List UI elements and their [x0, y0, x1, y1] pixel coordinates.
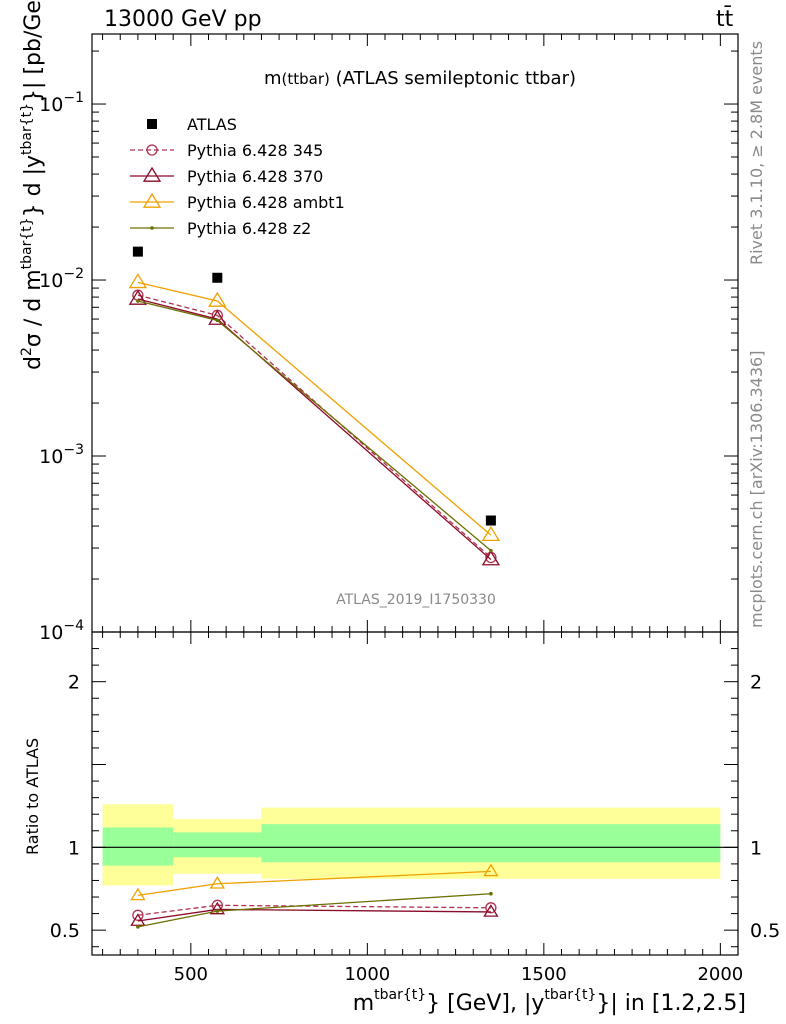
- y-tick-label-main-3: 10−4: [39, 618, 84, 644]
- uncertainty-band-inner-1: [173, 832, 262, 858]
- header-left: 13000 GeV pp: [104, 7, 262, 32]
- y-axis-label-ratio: Ratio to ATLAS: [23, 738, 42, 855]
- atlas-data-point-0: [132, 246, 143, 257]
- ratio-0-point-2: [485, 902, 497, 914]
- y-tick-label-ratio-right-1: 1: [750, 837, 762, 859]
- legend-label-atlas: ATLAS: [187, 115, 237, 134]
- ratio-panel: [92, 804, 738, 929]
- legend-marker-2: [142, 192, 162, 208]
- series-line-0: [137, 294, 492, 559]
- ratio-2-point-0: [130, 887, 146, 901]
- x-axis-label: mtbar{t}} [GeV], |ytbar{t}}| in [1.2,2.5…: [353, 987, 746, 1016]
- x-tick-label-1: 1000: [344, 964, 390, 985]
- y-tick-label-ratio-right-0: 2: [750, 672, 762, 694]
- uncertainty-band-inner-0: [102, 827, 174, 866]
- rivet-label: Rivet 3.1.10, ≥ 2.8M events: [747, 41, 766, 265]
- y-tick-label-ratio-right-2: 0.5: [750, 920, 780, 942]
- atlas-data-point-1: [212, 272, 223, 283]
- ratio-2-point-2: [483, 863, 499, 877]
- y-tick-label-main-2: 10−3: [39, 442, 84, 468]
- series-1-point-1: [208, 309, 227, 325]
- series-1-point-2: [481, 550, 501, 566]
- y-axis-label-main: d2σ / d mtbar{t}} d |ytbar{t}}| [pb/GeV]: [19, 0, 46, 370]
- series-2-point-0: [128, 273, 148, 289]
- x-tick-label-0: 500: [174, 964, 208, 985]
- ratio-3-point-2: [489, 891, 493, 896]
- axes-frames: 500 1000 1500 2000 10−1 10−2 10−3 10−4 2 2 1 1 0.5 0.…: [39, 33, 780, 985]
- analysis-id: ATLAS_2019_I1750330: [336, 592, 496, 608]
- ratio-frame: [91, 631, 739, 956]
- main-panel: m(ttbar) (ATLAS semileptonic ttbar) ATLA…: [128, 68, 576, 608]
- mcplots-label: mcplots.cern.ch [arXiv:1306.3436]: [747, 351, 766, 628]
- ratio-0-point-0: [132, 909, 144, 921]
- legend-marker-1: [142, 166, 162, 182]
- x-tick-label-2: 1500: [521, 964, 567, 985]
- legend-marker-3: [150, 226, 154, 230]
- ratio-3-point-1: [215, 909, 220, 913]
- y-tick-label-main-0: 10−1: [39, 90, 84, 116]
- uncertainty-band-inner-2: [261, 824, 721, 863]
- x-tick-label-3: 2000: [697, 964, 743, 985]
- plot-title: m(ttbar) (ATLAS semileptonic ttbar): [264, 68, 576, 89]
- ratio-1-point-2: [483, 904, 499, 917]
- legend-label-3: Pythia 6.428 z2: [187, 219, 311, 238]
- series-1-point-0: [128, 289, 148, 305]
- y-tick-label-main-1: 10−2: [39, 266, 84, 292]
- series-3-point-1: [215, 318, 220, 323]
- legend-marker-atlas: [147, 119, 157, 129]
- series-3-point-0: [136, 299, 140, 303]
- ratio-line-0: [137, 904, 491, 916]
- series-line-1: [137, 298, 492, 561]
- ratio-line-2: [137, 870, 491, 897]
- y-tick-label-ratio-left-0: 2: [68, 672, 80, 694]
- series-3-point-2: [489, 548, 493, 553]
- atlas-data-point-2: [485, 515, 496, 526]
- legend-label-1: Pythia 6.428 370: [187, 167, 323, 186]
- series-2-point-2: [481, 525, 501, 542]
- ratio-3-point-0: [136, 925, 140, 929]
- ratio-2-point-1: [209, 876, 225, 889]
- legend-label-2: Pythia 6.428 ambt1: [187, 193, 345, 212]
- legend: ATLAS Pythia 6.428 345 Pythia 6.428 370 Pyt…: [130, 115, 345, 238]
- series-2-point-1: [208, 291, 227, 307]
- header-right: tt̄: [716, 6, 734, 32]
- ratio-1-point-1: [209, 901, 225, 915]
- y-tick-label-ratio-left-2: 0.5: [50, 920, 80, 942]
- ratio-line-1: [137, 908, 491, 922]
- series-line-2: [137, 281, 492, 536]
- y-tick-label-ratio-left-1: 1: [68, 837, 80, 859]
- legend-label-0: Pythia 6.428 345: [187, 141, 323, 160]
- legend-marker-0: [146, 144, 158, 156]
